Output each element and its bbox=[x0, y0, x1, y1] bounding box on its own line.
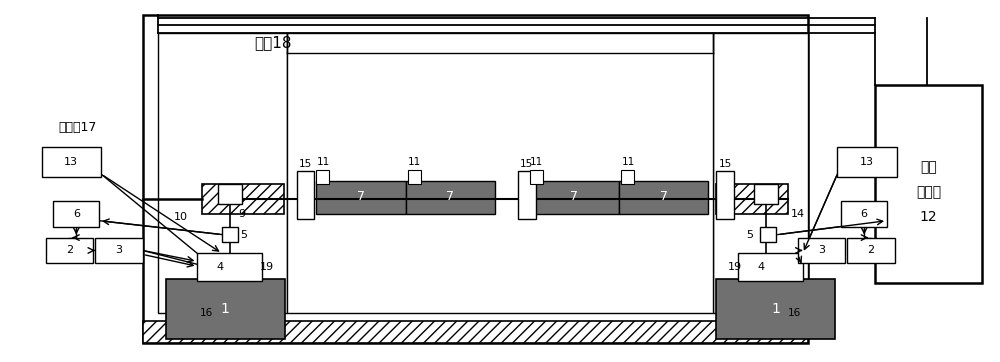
Bar bbox=[847, 237, 895, 264]
Bar bbox=[841, 201, 887, 227]
Text: 11: 11 bbox=[408, 157, 421, 167]
Text: 1: 1 bbox=[221, 302, 230, 316]
Bar bbox=[619, 181, 708, 214]
Text: 11: 11 bbox=[621, 157, 635, 167]
Bar bbox=[42, 147, 101, 177]
Bar bbox=[518, 171, 536, 219]
Text: 4: 4 bbox=[217, 262, 224, 272]
Text: 7: 7 bbox=[446, 190, 454, 203]
Text: 1: 1 bbox=[771, 302, 780, 316]
Text: 9: 9 bbox=[238, 209, 246, 219]
Bar bbox=[530, 170, 543, 184]
Text: 4: 4 bbox=[757, 262, 765, 272]
Text: 变压妑17: 变压妑17 bbox=[58, 121, 97, 134]
Text: 2: 2 bbox=[868, 245, 875, 256]
Bar bbox=[95, 237, 143, 264]
Text: 6: 6 bbox=[73, 209, 80, 219]
Text: 7: 7 bbox=[660, 190, 668, 203]
Text: 5: 5 bbox=[746, 230, 753, 240]
Bar bbox=[716, 171, 734, 219]
Bar bbox=[218, 184, 242, 204]
Bar bbox=[316, 170, 329, 184]
Text: 15: 15 bbox=[719, 159, 732, 169]
Bar bbox=[740, 281, 800, 309]
Bar bbox=[199, 281, 259, 309]
Text: 7: 7 bbox=[570, 190, 578, 203]
Text: 温度: 温度 bbox=[920, 160, 937, 174]
Bar bbox=[621, 170, 634, 184]
Bar bbox=[406, 181, 495, 214]
Text: 平台18: 平台18 bbox=[254, 35, 291, 51]
Bar bbox=[222, 227, 238, 241]
Bar bbox=[143, 321, 808, 343]
Text: 10: 10 bbox=[173, 212, 187, 222]
Bar bbox=[754, 184, 778, 204]
Bar bbox=[716, 279, 835, 339]
Bar bbox=[713, 33, 808, 313]
Text: 6: 6 bbox=[861, 209, 868, 219]
Bar bbox=[53, 201, 99, 227]
Bar bbox=[738, 253, 803, 281]
Text: 5: 5 bbox=[240, 230, 247, 240]
Bar bbox=[408, 170, 421, 184]
Text: 11: 11 bbox=[530, 157, 543, 167]
Bar bbox=[166, 279, 285, 339]
Bar bbox=[287, 33, 713, 313]
Bar bbox=[297, 171, 314, 219]
Bar bbox=[202, 184, 284, 214]
Text: 16: 16 bbox=[199, 308, 213, 318]
Bar bbox=[197, 253, 262, 281]
Text: 13: 13 bbox=[860, 157, 874, 167]
Text: 2: 2 bbox=[66, 245, 73, 256]
Bar bbox=[316, 181, 406, 214]
Bar bbox=[798, 237, 845, 264]
Text: 3: 3 bbox=[818, 245, 825, 256]
Text: 11: 11 bbox=[317, 157, 330, 167]
Bar bbox=[716, 184, 788, 214]
Text: 3: 3 bbox=[115, 245, 122, 256]
Text: 16: 16 bbox=[787, 308, 801, 318]
Bar bbox=[530, 181, 619, 214]
Bar bbox=[760, 227, 776, 241]
Text: 13: 13 bbox=[64, 157, 78, 167]
Text: 15: 15 bbox=[520, 159, 533, 169]
Text: 19: 19 bbox=[260, 262, 274, 272]
Text: 19: 19 bbox=[728, 262, 742, 272]
Bar bbox=[158, 33, 287, 313]
Text: 12: 12 bbox=[920, 210, 937, 224]
Bar bbox=[875, 85, 982, 283]
Text: 14: 14 bbox=[791, 209, 805, 219]
Text: 控制箱: 控制箱 bbox=[916, 185, 941, 199]
Bar bbox=[46, 237, 93, 264]
Bar bbox=[143, 15, 808, 343]
Bar bbox=[837, 147, 897, 177]
Text: 15: 15 bbox=[299, 159, 312, 169]
Text: 7: 7 bbox=[357, 190, 365, 203]
